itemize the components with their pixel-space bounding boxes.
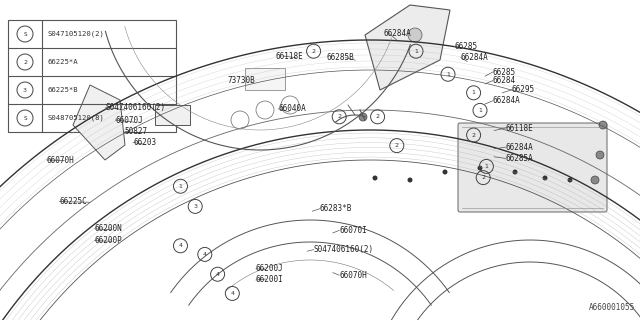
Text: 66200J: 66200J <box>256 264 284 273</box>
Text: A660001055: A660001055 <box>589 303 635 312</box>
Text: 2: 2 <box>23 60 27 65</box>
Text: 2: 2 <box>395 143 399 148</box>
Text: 1: 1 <box>478 108 482 113</box>
Text: 66070I: 66070I <box>339 226 367 235</box>
Text: 66295: 66295 <box>512 85 535 94</box>
Text: 1: 1 <box>472 90 476 95</box>
Text: 2: 2 <box>376 114 380 119</box>
Text: 2: 2 <box>337 114 341 119</box>
Text: 66284A: 66284A <box>506 143 533 152</box>
Circle shape <box>408 178 413 182</box>
Text: 66284A: 66284A <box>493 96 520 105</box>
Text: 66285A: 66285A <box>506 154 533 163</box>
Text: 66070H: 66070H <box>339 271 367 280</box>
Text: 66225*B: 66225*B <box>48 87 79 93</box>
Text: S047105120(2): S047105120(2) <box>48 31 105 37</box>
Text: S048705120(8): S048705120(8) <box>48 115 105 121</box>
Text: 4: 4 <box>179 243 182 248</box>
Text: 1: 1 <box>414 49 418 54</box>
Text: 66200N: 66200N <box>95 224 122 233</box>
Text: 66118E: 66118E <box>506 124 533 132</box>
Circle shape <box>599 121 607 129</box>
Text: 66118E: 66118E <box>275 52 303 60</box>
Circle shape <box>372 175 378 180</box>
Text: 1: 1 <box>446 72 450 77</box>
Text: 4: 4 <box>216 272 220 277</box>
Circle shape <box>408 28 422 42</box>
Circle shape <box>359 113 367 121</box>
Circle shape <box>477 165 483 171</box>
Text: 4: 4 <box>230 291 234 296</box>
Text: 66283*B: 66283*B <box>320 204 353 213</box>
Polygon shape <box>73 85 125 160</box>
Text: 66225*A: 66225*A <box>48 59 79 65</box>
Text: 50827: 50827 <box>125 127 148 136</box>
Text: 73730B: 73730B <box>227 76 255 84</box>
Text: 1: 1 <box>179 184 182 189</box>
Text: 2: 2 <box>472 132 476 138</box>
Text: 66284: 66284 <box>493 76 516 85</box>
Text: 66285B: 66285B <box>326 53 354 62</box>
FancyBboxPatch shape <box>245 68 285 90</box>
Circle shape <box>543 175 547 180</box>
Text: 66070J: 66070J <box>115 116 143 124</box>
Text: 2: 2 <box>481 175 485 180</box>
Bar <box>8 20 176 132</box>
Text: 1: 1 <box>484 164 488 169</box>
Text: 66200I: 66200I <box>256 276 284 284</box>
Text: S047406160(2): S047406160(2) <box>106 103 166 112</box>
Circle shape <box>442 170 447 174</box>
Text: 4: 4 <box>203 252 207 257</box>
Text: 66070H: 66070H <box>47 156 74 164</box>
Text: 66285: 66285 <box>454 42 477 51</box>
FancyBboxPatch shape <box>458 123 607 212</box>
Circle shape <box>596 151 604 159</box>
Text: S: S <box>23 116 27 121</box>
Text: 66285: 66285 <box>493 68 516 76</box>
Circle shape <box>513 170 518 174</box>
Text: S047406160(2): S047406160(2) <box>314 245 374 254</box>
Text: 66284A: 66284A <box>384 29 412 38</box>
Text: 2: 2 <box>312 49 316 54</box>
Text: 66284A: 66284A <box>461 53 488 62</box>
Text: S: S <box>23 31 27 36</box>
Polygon shape <box>365 5 450 90</box>
Text: 66040A: 66040A <box>278 104 306 113</box>
FancyBboxPatch shape <box>155 105 190 125</box>
Circle shape <box>568 178 573 182</box>
Text: 66225C: 66225C <box>60 197 87 206</box>
Text: 66203: 66203 <box>133 138 156 147</box>
Text: 3: 3 <box>193 204 197 209</box>
Text: 3: 3 <box>23 87 27 92</box>
Text: 66200P: 66200P <box>95 236 122 245</box>
Circle shape <box>591 176 599 184</box>
